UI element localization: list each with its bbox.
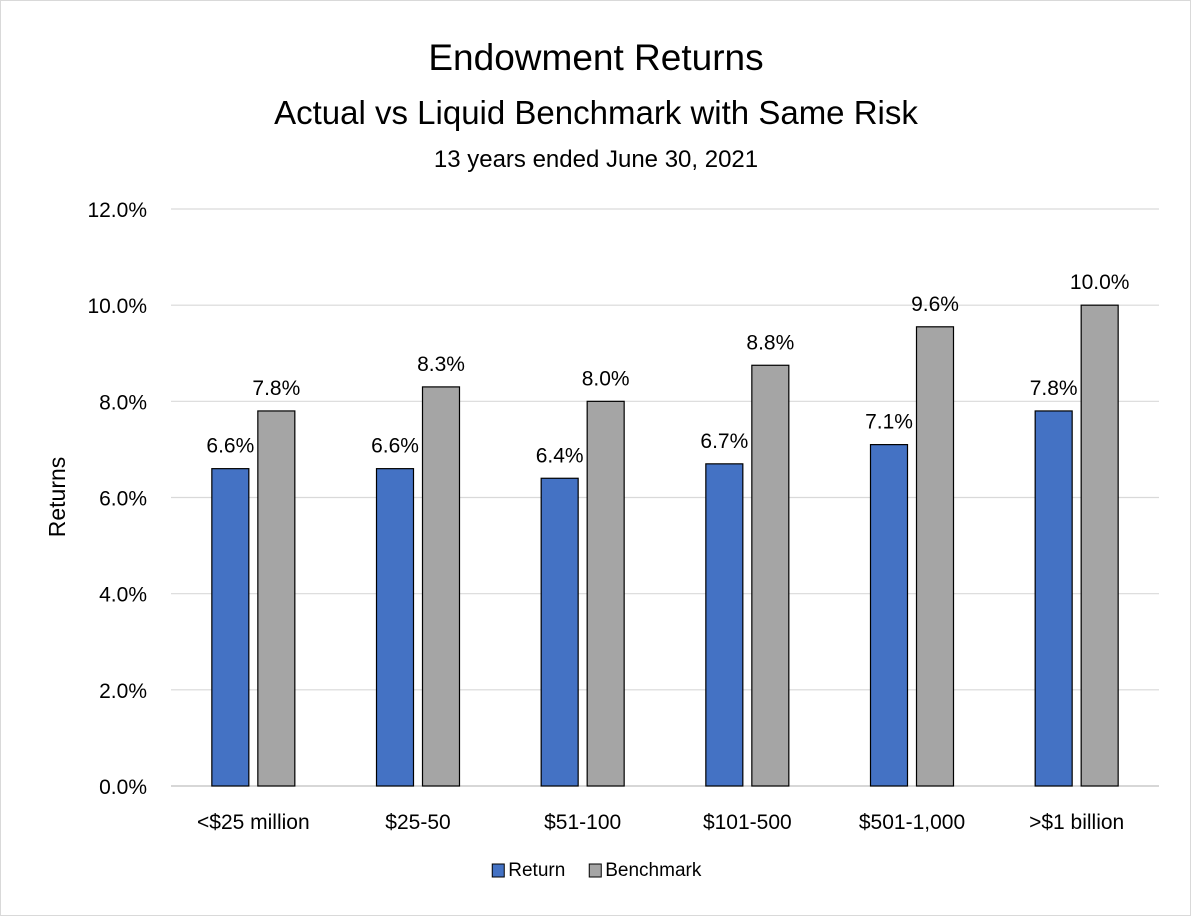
bar-benchmark <box>586 400 625 787</box>
y-tick-label: 2.0% <box>99 680 147 703</box>
gridlines <box>171 208 1159 787</box>
y-tick-label: 0.0% <box>99 776 147 799</box>
data-label-benchmark: 8.3% <box>417 353 465 376</box>
bar-return <box>1034 410 1073 787</box>
bar-benchmark <box>915 326 955 787</box>
y-tick-label: 4.0% <box>99 584 147 607</box>
y-axis-title: Returns <box>44 457 70 538</box>
data-label-return: 7.8% <box>1030 377 1078 400</box>
data-label-benchmark: 8.8% <box>746 331 794 354</box>
x-tick-label: <$25 million <box>197 811 310 834</box>
y-tick-label: 8.0% <box>99 391 147 414</box>
legend-label-benchmark: Benchmark <box>605 860 702 881</box>
y-tick-label: 10.0% <box>87 295 147 318</box>
bar-benchmark <box>421 386 461 787</box>
chart-subtitle-period: 13 years ended June 30, 2021 <box>434 146 758 173</box>
x-tick-label: $25-50 <box>385 811 450 834</box>
bar-benchmark <box>1080 304 1119 787</box>
x-tick-label: >$1 billion <box>1029 811 1124 834</box>
legend-label-return: Return <box>508 860 565 881</box>
bar-benchmark <box>257 410 296 787</box>
data-label-benchmark: 7.8% <box>252 377 300 400</box>
legend: Return Benchmark <box>491 860 702 881</box>
x-tick-label: $51-100 <box>544 811 621 834</box>
bar-return <box>540 477 579 787</box>
x-axis-ticks: <$25 million $25-50 $51-100 $101-500 $501-1,… <box>197 811 1124 834</box>
y-tick-label: 6.0% <box>99 488 147 511</box>
data-label-benchmark: 8.0% <box>582 367 630 390</box>
bar-return <box>705 463 744 787</box>
bar-return <box>869 444 909 787</box>
chart-title: Endowment Returns <box>428 37 763 78</box>
data-label-benchmark: 10.0% <box>1070 271 1130 294</box>
data-label-return: 6.6% <box>206 435 254 458</box>
x-tick-label: $101-500 <box>703 811 792 834</box>
data-label-return: 6.4% <box>536 444 584 467</box>
bar-benchmark <box>751 364 790 787</box>
legend-swatch-return <box>491 863 505 878</box>
data-label-return: 6.7% <box>700 430 748 453</box>
x-tick-label: $501-1,000 <box>859 811 965 834</box>
data-label-return: 7.1% <box>865 411 913 434</box>
data-label-return: 6.6% <box>371 435 419 458</box>
data-label-benchmark: 9.6% <box>911 293 959 316</box>
legend-swatch-benchmark <box>588 863 602 878</box>
data-labels: 6.6% 7.8% 6.6% 8.3% 6.4% 8.0% 6.7% 8.8% 7.1% 9.6%… <box>206 271 1129 467</box>
y-axis-ticks: 0.0% 2.0% 4.0% 6.0% 8.0% 10.0% 12.0% <box>87 199 147 799</box>
bar-return <box>375 468 415 787</box>
chart-subtitle: Actual vs Liquid Benchmark with Same Ris… <box>274 94 918 131</box>
y-tick-label: 12.0% <box>87 199 147 222</box>
bars <box>211 304 1119 787</box>
bar-return <box>211 468 250 787</box>
